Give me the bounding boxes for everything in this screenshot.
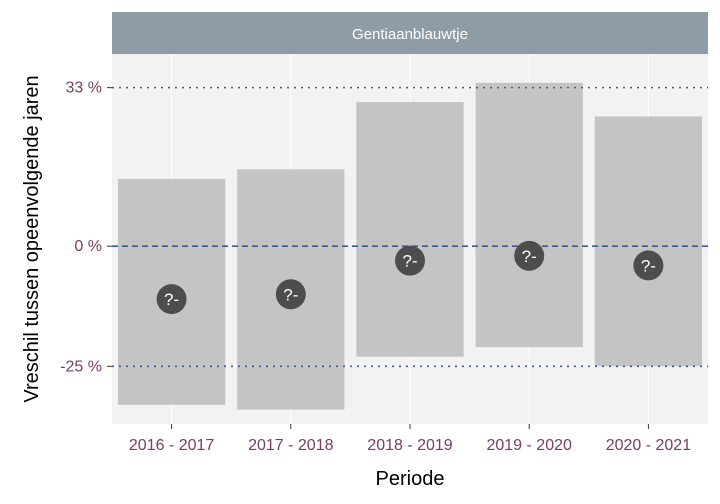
panel-title: Gentiaanblauwtje bbox=[352, 26, 468, 43]
interval-bars bbox=[117, 82, 703, 410]
x-tick-label: 2020 - 2021 bbox=[606, 437, 692, 454]
estimate-point bbox=[514, 240, 545, 271]
x-tick-label: 2018 - 2019 bbox=[367, 437, 453, 454]
x-axis-title: Periode bbox=[376, 468, 445, 490]
estimate-point-label: ?- bbox=[522, 247, 537, 266]
y-axis-title: Vreschil tussen opeenvolgende jaren bbox=[21, 75, 43, 402]
interval-bar bbox=[475, 82, 583, 348]
interval-bar bbox=[594, 116, 703, 367]
interval-bar bbox=[356, 102, 464, 357]
y-tick-label: -25 % bbox=[60, 358, 102, 375]
estimate-point-label: ?- bbox=[164, 290, 179, 309]
estimate-point-label: ?- bbox=[641, 256, 656, 275]
estimate-point bbox=[156, 284, 187, 315]
estimate-point-label: ?- bbox=[402, 252, 417, 271]
x-tick-label: 2016 - 2017 bbox=[129, 437, 215, 454]
estimate-point-label: ?- bbox=[283, 285, 298, 304]
estimate-point bbox=[633, 250, 664, 281]
y-axis-ticks: 33 % 0 % -25 % bbox=[60, 80, 112, 375]
y-tick-label: 33 % bbox=[66, 80, 102, 97]
estimate-point bbox=[395, 245, 425, 276]
strip-background bbox=[112, 12, 708, 54]
estimate-points: ?- ?- ?- ?- ?- bbox=[156, 240, 664, 315]
y-tick-label: 0 % bbox=[74, 238, 102, 255]
x-axis-ticks: 2016 - 2017 2017 - 2018 2018 - 2019 2019 - … bbox=[129, 424, 691, 454]
x-tick-label: 2017 - 2018 bbox=[248, 437, 334, 454]
estimate-point bbox=[275, 279, 306, 310]
reference-lines bbox=[112, 86, 708, 368]
x-tick-label: 2019 - 2020 bbox=[486, 437, 572, 454]
